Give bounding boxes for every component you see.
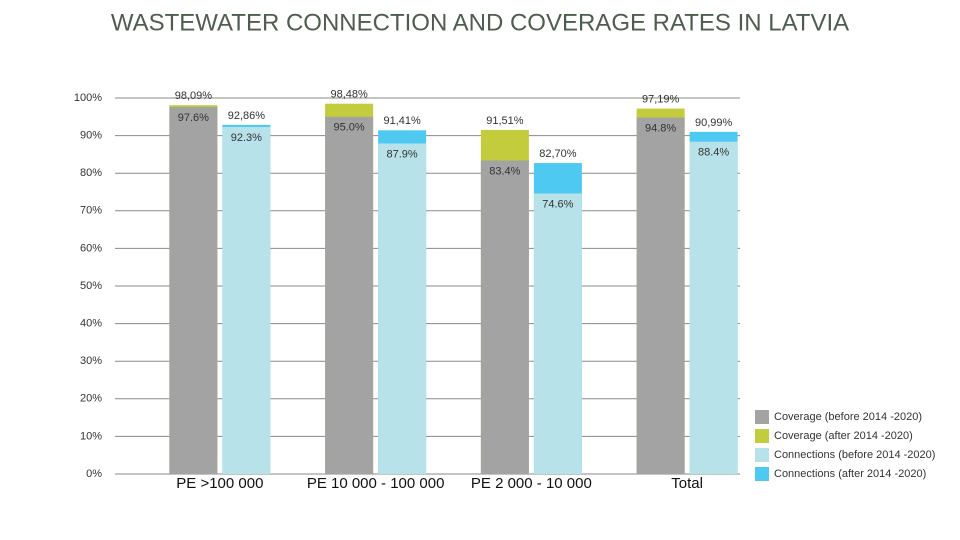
y-tick-label: 20%: [80, 393, 102, 405]
bar: [689, 141, 738, 474]
data-label: 92.3%: [231, 132, 262, 144]
x-tick-label: PE 10 000 - 100 000: [307, 475, 445, 492]
bar: [222, 126, 271, 475]
x-tick-label: PE >100 000: [176, 475, 263, 492]
y-tick-label: 10%: [80, 430, 102, 442]
data-label: 97,19%: [642, 93, 680, 105]
legend-swatch: [755, 467, 769, 481]
y-tick-label: 90%: [80, 130, 102, 142]
legend-label: Connections (after 2014 -2020): [774, 468, 926, 480]
y-tick-label: 70%: [80, 205, 102, 217]
data-label: 98,48%: [330, 89, 368, 101]
x-tick-label: Total: [671, 475, 703, 492]
data-label: 87.9%: [387, 148, 418, 160]
legend-swatch: [755, 448, 769, 462]
bar: [378, 143, 427, 474]
data-label: 88.4%: [698, 147, 729, 159]
y-tick-label: 80%: [80, 167, 102, 179]
legend-swatch: [755, 410, 769, 424]
data-label: 92,86%: [228, 110, 266, 122]
data-label: 90,99%: [695, 117, 733, 129]
data-label: 91,51%: [486, 115, 524, 127]
data-label: 94.8%: [645, 122, 676, 134]
bar: [636, 117, 685, 474]
data-label: 98,09%: [175, 90, 213, 102]
data-label: 83.4%: [489, 165, 520, 177]
y-tick-label: 60%: [80, 242, 102, 254]
bar: [169, 107, 218, 475]
y-tick-label: 30%: [80, 355, 102, 367]
bar: [533, 193, 582, 474]
chart-title: WASTEWATER CONNECTION AND COVERAGE RATES…: [111, 9, 849, 36]
y-tick-label: 50%: [80, 280, 102, 292]
bar: [480, 160, 529, 474]
data-label: 97.6%: [178, 112, 209, 124]
y-tick-label: 40%: [80, 318, 102, 330]
legend-label: Coverage (after 2014 -2020): [774, 430, 913, 442]
x-tick-label: PE 2 000 - 10 000: [471, 475, 592, 492]
data-label: 74.6%: [542, 198, 573, 210]
data-label: 95.0%: [334, 122, 365, 134]
data-label: 91,41%: [383, 115, 421, 127]
data-label: 82,70%: [539, 148, 577, 160]
bar: [325, 116, 374, 475]
legend-swatch: [755, 429, 769, 443]
legend-label: Coverage (before 2014 -2020): [774, 411, 922, 423]
y-tick-label: 0%: [86, 468, 102, 480]
legend-label: Connections (before 2014 -2020): [774, 449, 935, 461]
y-tick-label: 100%: [74, 92, 102, 104]
